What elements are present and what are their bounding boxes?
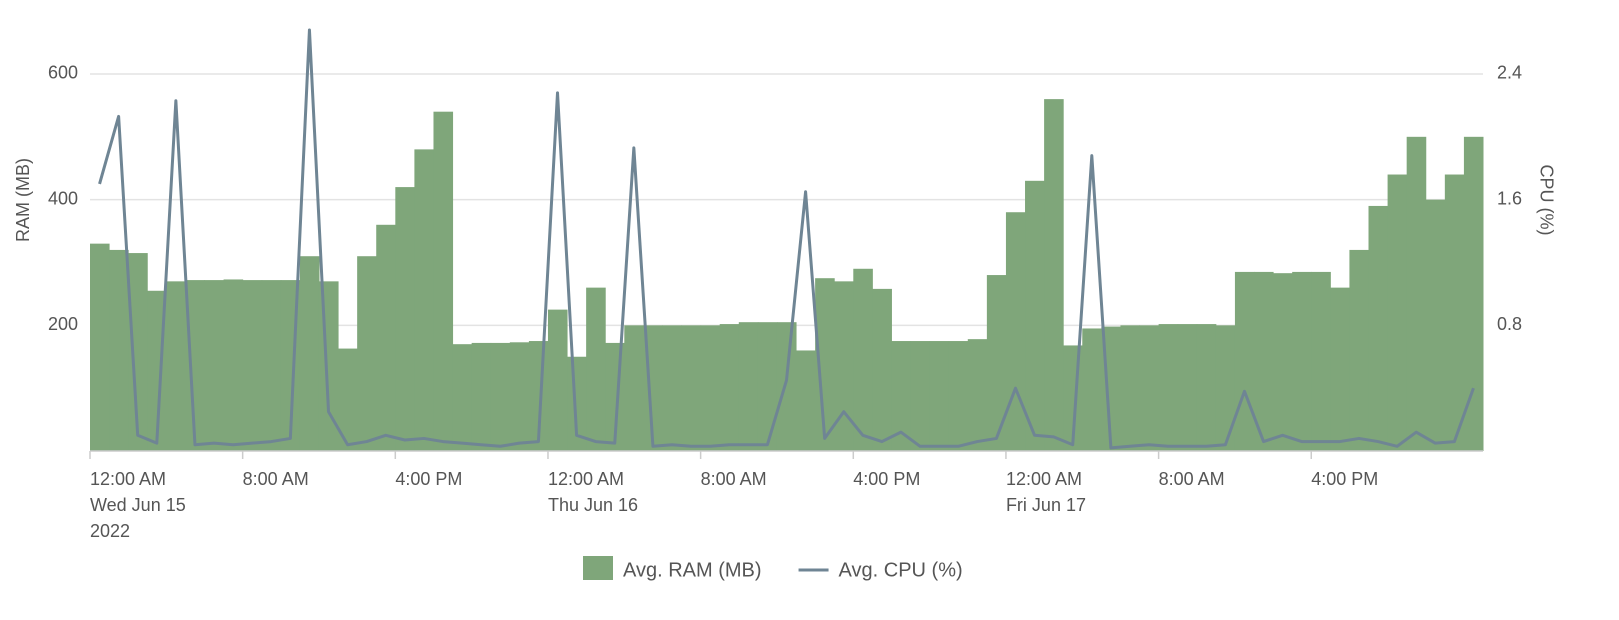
ram-bar: [986, 275, 1007, 451]
ram-bar: [1292, 271, 1312, 451]
ram-bar: [872, 288, 892, 451]
y2-tick-label: 1.6: [1497, 188, 1522, 208]
ram-bar: [662, 325, 683, 451]
ram-bar: [223, 279, 244, 451]
ram-bar: [128, 253, 148, 451]
ram-bar: [1330, 287, 1350, 451]
ram-bar: [1139, 325, 1160, 451]
ram-bar: [414, 149, 434, 451]
ram-bar: [166, 281, 186, 451]
x-date-label: Wed Jun 15: [90, 495, 186, 515]
ram-bar: [452, 344, 473, 451]
x-tick-label: 4:00 PM: [853, 469, 920, 489]
ram-bar: [586, 287, 606, 451]
ram-bar: [1273, 273, 1293, 451]
y2-axis-label: CPU (%): [1536, 165, 1556, 236]
x-year-label: 2022: [90, 521, 130, 541]
x-tick-label: 12:00 AM: [90, 469, 166, 489]
y-axis-label: RAM (MB): [13, 158, 33, 242]
ram-bar: [1120, 325, 1141, 451]
ram-bar: [90, 243, 110, 451]
x-date-label: Fri Jun 17: [1006, 495, 1086, 515]
ram-bar: [834, 281, 854, 451]
x-tick-label: 12:00 AM: [1006, 469, 1082, 489]
ram-bar: [1387, 174, 1408, 451]
ram-bar: [509, 342, 530, 451]
legend-label: Avg. RAM (MB): [623, 559, 762, 581]
y2-tick-label: 2.4: [1497, 63, 1522, 83]
ram-bar: [1463, 136, 1484, 451]
ram-bar: [624, 325, 644, 451]
ram-bar: [796, 350, 816, 451]
ram-bar: [929, 341, 950, 451]
x-tick-label: 4:00 PM: [395, 469, 462, 489]
y-tick-label: 400: [48, 188, 78, 208]
ram-bar: [1406, 136, 1427, 451]
x-date-label: Thu Jun 16: [548, 495, 638, 515]
ram-bar: [1234, 271, 1255, 451]
ram-bar: [776, 322, 797, 451]
ram-bar: [376, 224, 396, 451]
ram-bar: [719, 324, 740, 451]
ram-bar: [357, 256, 377, 451]
ram-bar: [1425, 199, 1446, 451]
x-tick-label: 8:00 AM: [701, 469, 767, 489]
ram-bar: [1368, 205, 1389, 451]
ram-bar: [910, 341, 931, 451]
ram-bar: [948, 341, 969, 451]
ram-bar: [261, 280, 282, 451]
ram-bar: [1254, 271, 1274, 451]
ram-bar: [299, 256, 320, 451]
ram-bar: [700, 325, 721, 451]
ram-bar: [433, 111, 454, 451]
ram-bar: [490, 342, 511, 451]
ram-bar: [757, 322, 778, 451]
x-tick-label: 12:00 AM: [548, 469, 624, 489]
ram-bar: [853, 268, 873, 451]
ram-bar: [338, 348, 358, 451]
ram-bar: [681, 325, 702, 451]
x-tick-label: 4:00 PM: [1311, 469, 1378, 489]
ram-bar: [185, 280, 205, 451]
ram-bar: [109, 249, 129, 451]
ram-bar: [1025, 180, 1045, 451]
ram-bar: [1444, 174, 1465, 451]
ram-bar: [1005, 212, 1026, 451]
legend-swatch: [583, 556, 613, 580]
ram-bar: [1044, 99, 1064, 452]
ram-bar: [1349, 249, 1370, 451]
ram-bar: [242, 280, 263, 451]
ram-bar: [738, 322, 759, 451]
ram-bar: [567, 356, 587, 451]
ram-bar: [1082, 328, 1102, 451]
y2-tick-label: 0.8: [1497, 314, 1522, 334]
x-tick-label: 8:00 AM: [243, 469, 309, 489]
ram-bar: [1311, 271, 1331, 451]
ram-bar: [1196, 324, 1217, 451]
cpu-line: [98, 28, 1475, 450]
legend-label: Avg. CPU (%): [839, 559, 963, 581]
ram-bar: [815, 278, 835, 451]
ram-bar: [1215, 325, 1236, 451]
ram-bar: [967, 339, 988, 451]
ram-bar: [1158, 324, 1179, 451]
y-tick-label: 200: [48, 314, 78, 334]
ram-bar: [395, 187, 415, 452]
ram-bar: [204, 280, 225, 451]
y-tick-label: 600: [48, 63, 78, 83]
ram-bar: [1177, 324, 1198, 451]
x-tick-label: 8:00 AM: [1159, 469, 1225, 489]
ram-bar: [547, 309, 568, 451]
ram-bar: [891, 341, 912, 451]
ram-bar: [471, 342, 492, 451]
